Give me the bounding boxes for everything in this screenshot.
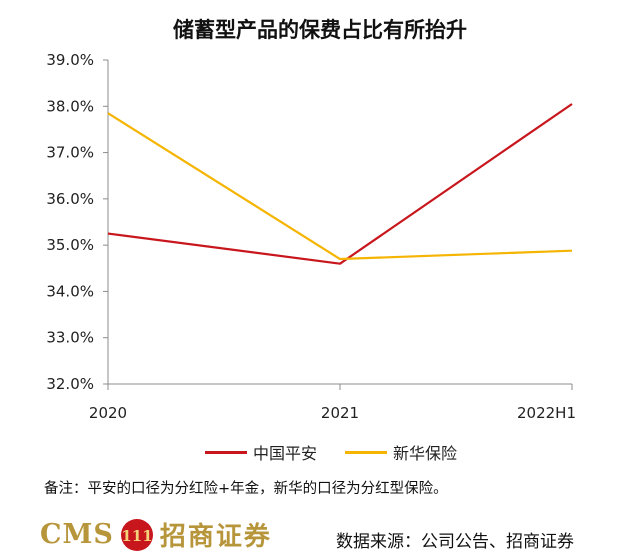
y-tick-label: 33.0% [46, 329, 94, 347]
series-line-0 [107, 103, 573, 265]
logo-emblem-icon: 111 [120, 518, 153, 551]
chart-title: 储蓄型产品的保费占比有所抬升 [173, 18, 467, 42]
legend-item-pingan: 中国平安 [205, 440, 317, 464]
legend-swatch-xinhua [345, 450, 387, 454]
x-tick-labels: 2020 2021 2022H1 [89, 404, 576, 422]
y-tick-labels: 32.0% 33.0% 34.0% 35.0% 36.0% 37.0% 38.0% 39.0% [46, 51, 94, 393]
y-tick-label: 37.0% [46, 144, 94, 162]
legend-item-xinhua: 新华保险 [345, 440, 457, 464]
legend-label-pingan: 中国平安 [253, 444, 318, 463]
logo-emblem-text: 111 [121, 527, 152, 545]
x-tick-label: 2021 [321, 404, 359, 422]
data-source: 数据来源：公司公告、招商证券 [336, 532, 574, 552]
legend-label-xinhua: 新华保险 [393, 444, 458, 463]
series-line-1 [107, 112, 573, 261]
y-tick-label: 32.0% [46, 375, 94, 393]
y-tick-label: 35.0% [46, 236, 94, 254]
cms-logo: CMS 111 招商证券 [40, 516, 272, 553]
series-lines [107, 103, 573, 265]
chart-note: 备注：平安的口径为分红险+年金，新华的口径为分红型保险。 [44, 481, 448, 497]
logo-text: CMS [40, 519, 114, 550]
footer: CMS 111 招商证券 数据来源：公司公告、招商证券 [0, 512, 640, 558]
y-tick-label: 38.0% [46, 97, 94, 115]
y-tick-label: 36.0% [46, 190, 94, 208]
legend-swatch-pingan [205, 450, 247, 454]
line-chart: 32.0% 33.0% 34.0% 35.0% 36.0% 37.0% 38.0% 39.0%… [46, 51, 576, 422]
x-tick-label: 2022H1 [517, 404, 576, 422]
x-tick-label: 2020 [89, 404, 127, 422]
logo-cn-text: 招商证券 [159, 522, 272, 552]
legend: 中国平安 新华保险 [0, 440, 640, 466]
y-tick-label: 39.0% [46, 51, 94, 69]
y-tick-label: 34.0% [46, 282, 94, 300]
chart-axes [103, 59, 573, 390]
